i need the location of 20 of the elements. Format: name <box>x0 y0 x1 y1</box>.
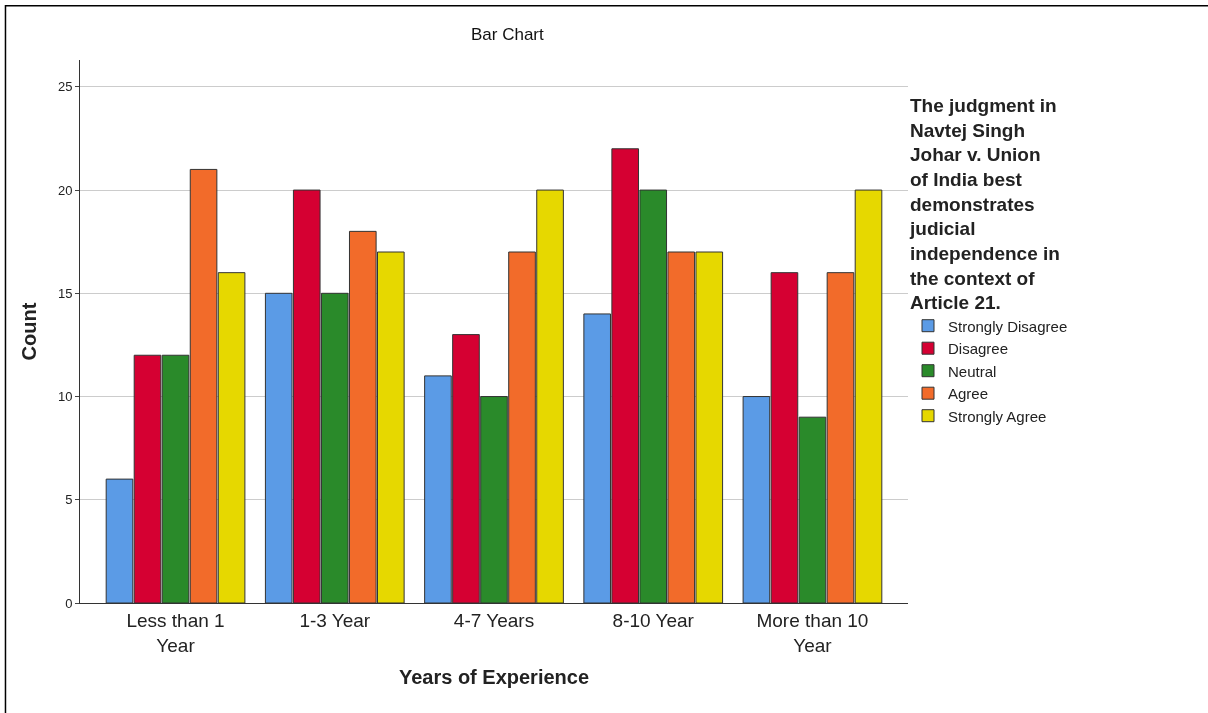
legend-label: Strongly Agree <box>948 407 1047 425</box>
y-tick-label: 20 <box>57 182 73 198</box>
y-axis-title: Count <box>18 302 41 361</box>
x-tick-label: 4-7 Years <box>453 609 535 631</box>
x-tick-label: More than 10 Year <box>756 609 869 656</box>
x-axis-title: Years of Experience <box>398 666 590 688</box>
x-tick-label: Less than 1 Year <box>126 609 225 656</box>
x-tick-label: 8-10 Year <box>612 609 695 631</box>
text: The judgment in Navtej Singh Johar v. Union of India best demonstrates judicial independence in the context of Article 21. <box>910 94 1060 314</box>
chart-title: Bar Chart <box>470 25 545 45</box>
y-tick-label: 15 <box>57 285 73 301</box>
legend-label: Neutral <box>948 362 997 380</box>
y-tick-label: 5 <box>65 492 73 508</box>
x-tick-label: 1-3 Year <box>299 609 371 631</box>
y-tick-label: 25 <box>57 79 73 95</box>
legend-label: Strongly Disagree <box>948 317 1068 335</box>
y-tick-label: 0 <box>65 595 73 611</box>
legend-label: Agree <box>948 385 989 403</box>
legend-label: Disagree <box>948 340 1009 358</box>
y-tick-label: 10 <box>57 389 73 405</box>
